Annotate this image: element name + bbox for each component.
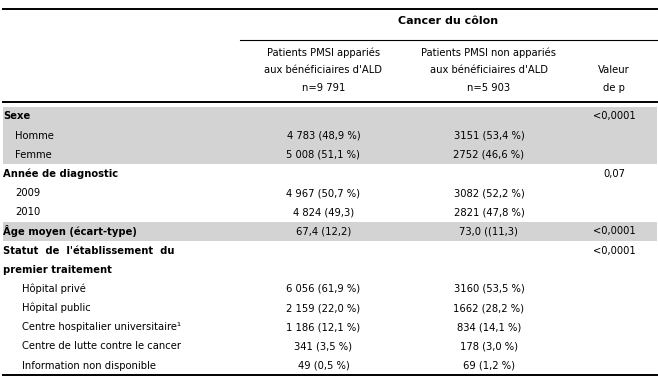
Text: 1662 (28,2 %): 1662 (28,2 %) [453, 303, 524, 313]
Text: de p: de p [603, 83, 625, 93]
Text: aux bénéficiaires d'ALD: aux bénéficiaires d'ALD [265, 65, 382, 75]
Text: 6 056 (61,9 %): 6 056 (61,9 %) [286, 284, 361, 294]
Text: Hôpital public: Hôpital public [22, 303, 90, 313]
Text: Homme: Homme [15, 131, 54, 141]
Text: n=5 903: n=5 903 [467, 83, 511, 93]
Text: premier traitement: premier traitement [3, 265, 112, 275]
Text: 49 (0,5 %): 49 (0,5 %) [297, 361, 349, 371]
Bar [3, 222, 657, 241]
Text: 341 (3,5 %): 341 (3,5 %) [294, 341, 353, 351]
Text: Hôpital privé: Hôpital privé [22, 284, 86, 294]
Text: 2009: 2009 [15, 188, 40, 198]
Text: Valeur: Valeur [598, 65, 630, 75]
Text: Cancer du côlon: Cancer du côlon [398, 16, 499, 26]
Text: 2752 (46,6 %): 2752 (46,6 %) [453, 150, 524, 160]
Text: 4 824 (49,3): 4 824 (49,3) [293, 207, 354, 217]
Text: n=9 791: n=9 791 [302, 83, 345, 93]
Text: 178 (3,0 %): 178 (3,0 %) [460, 341, 518, 351]
Bar [3, 107, 657, 126]
Bar [3, 145, 657, 164]
Text: Statut  de  l'établissement  du: Statut de l'établissement du [3, 246, 175, 255]
Text: aux bénéficiaires d'ALD: aux bénéficiaires d'ALD [430, 65, 548, 75]
Text: Patients PMSI appariés: Patients PMSI appariés [267, 47, 380, 58]
Text: 4 967 (50,7 %): 4 967 (50,7 %) [286, 188, 361, 198]
Text: Année de diagnostic: Année de diagnostic [3, 169, 118, 179]
Text: 2 159 (22,0 %): 2 159 (22,0 %) [286, 303, 361, 313]
Text: <0,0001: <0,0001 [593, 227, 635, 236]
Text: 5 008 (51,1 %): 5 008 (51,1 %) [286, 150, 361, 160]
Text: Sexe: Sexe [3, 111, 30, 121]
Text: 834 (14,1 %): 834 (14,1 %) [457, 322, 521, 332]
Text: <0,0001: <0,0001 [593, 111, 635, 121]
Text: 1 186 (12,1 %): 1 186 (12,1 %) [286, 322, 361, 332]
Text: <0,0001: <0,0001 [593, 246, 635, 255]
Text: Âge moyen (écart-type): Âge moyen (écart-type) [3, 226, 137, 238]
Text: Femme: Femme [15, 150, 52, 160]
Text: 4 783 (48,9 %): 4 783 (48,9 %) [287, 131, 360, 141]
Text: 3160 (53,5 %): 3160 (53,5 %) [453, 284, 524, 294]
Text: Information non disponible: Information non disponible [22, 361, 156, 371]
Text: 3151 (53,4 %): 3151 (53,4 %) [453, 131, 524, 141]
Bar [3, 126, 657, 145]
Text: 2821 (47,8 %): 2821 (47,8 %) [453, 207, 524, 217]
Text: 3082 (52,2 %): 3082 (52,2 %) [453, 188, 524, 198]
Text: 67,4 (12,2): 67,4 (12,2) [296, 227, 351, 236]
Text: Patients PMSI non appariés: Patients PMSI non appariés [421, 47, 557, 58]
Text: 69 (1,2 %): 69 (1,2 %) [463, 361, 515, 371]
Text: 73,0 ((11,3): 73,0 ((11,3) [459, 227, 519, 236]
Text: Centre de lutte contre le cancer: Centre de lutte contre le cancer [22, 341, 181, 351]
Text: Centre hospitalier universitaire¹: Centre hospitalier universitaire¹ [22, 322, 181, 332]
Text: 0,07: 0,07 [603, 169, 625, 179]
Text: 2010: 2010 [15, 207, 40, 217]
